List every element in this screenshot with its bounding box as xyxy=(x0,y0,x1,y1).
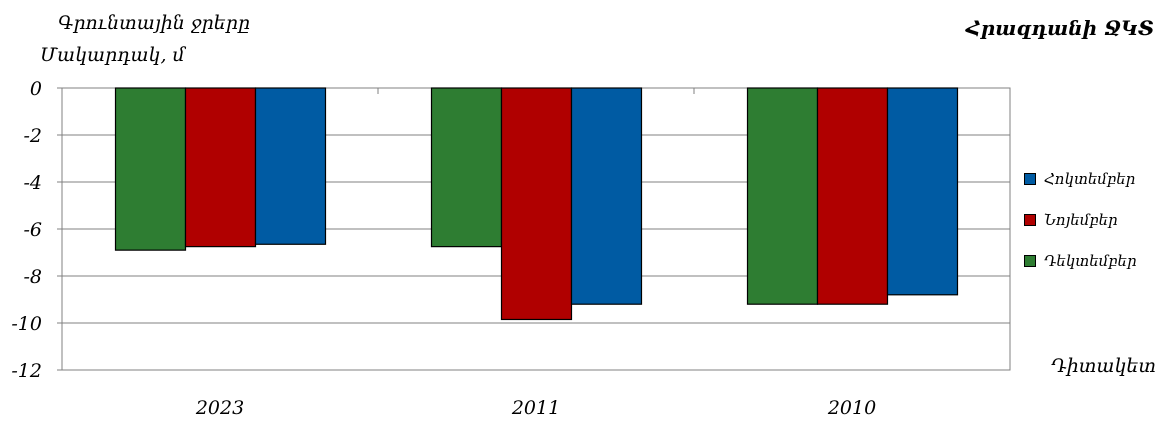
bar xyxy=(184,87,257,248)
bar xyxy=(570,87,643,305)
bar xyxy=(886,87,959,296)
y-tick-label: -8 xyxy=(23,266,42,288)
x-tick-label: 2010 xyxy=(827,397,876,419)
y-tick-label: -6 xyxy=(23,219,42,241)
y-tick-label: -12 xyxy=(11,360,42,382)
bar xyxy=(254,87,327,245)
legend-item-november: Նոյեմբեր xyxy=(1024,206,1137,233)
x-tick-label: 2011 xyxy=(511,397,560,419)
bar xyxy=(430,87,503,248)
legend-label-november: Նոյեմբեր xyxy=(1044,210,1118,229)
legend-item-october: Հոկտեմբեր xyxy=(1024,165,1137,192)
legend-label-october: Հոկտեմբեր xyxy=(1044,169,1136,188)
bar xyxy=(746,87,819,305)
y-tick-label: -10 xyxy=(11,313,42,335)
legend-label-december: Դեկտեմբեր xyxy=(1044,251,1137,270)
y-tick-label: -4 xyxy=(23,172,42,194)
y-tick-label: -2 xyxy=(23,125,42,147)
legend-swatch-december xyxy=(1024,254,1036,267)
y-tick-label: 0 xyxy=(30,78,42,100)
legend-swatch-november xyxy=(1024,213,1036,226)
bar xyxy=(816,87,889,305)
x-axis-label: Դիտակետ xyxy=(1050,355,1156,377)
x-tick-label: 2023 xyxy=(195,397,244,419)
y-axis-label-line2: Մակարդակ, մ xyxy=(40,44,185,66)
chart-title: Հրազդանի ՋԿՏ xyxy=(965,16,1154,40)
legend-swatch-october xyxy=(1024,172,1036,185)
y-axis-label-line1: Գրունտային ջրերը xyxy=(58,12,251,34)
legend-item-december: Դեկտեմբեր xyxy=(1024,247,1137,274)
bar xyxy=(500,87,573,321)
legend: Հոկտեմբեր Նոյեմբեր Դեկտեմբեր xyxy=(1024,165,1137,288)
bar xyxy=(114,87,187,251)
